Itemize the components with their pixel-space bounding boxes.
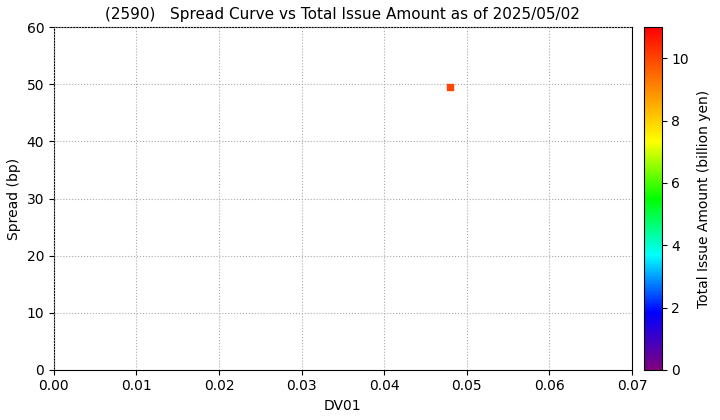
Title: (2590)   Spread Curve vs Total Issue Amount as of 2025/05/02: (2590) Spread Curve vs Total Issue Amoun… — [106, 7, 580, 22]
Point — [444, 84, 456, 91]
Y-axis label: Spread (bp): Spread (bp) — [7, 158, 21, 239]
Y-axis label: Total Issue Amount (billion yen): Total Issue Amount (billion yen) — [697, 89, 711, 307]
X-axis label: DV01: DV01 — [324, 399, 361, 413]
